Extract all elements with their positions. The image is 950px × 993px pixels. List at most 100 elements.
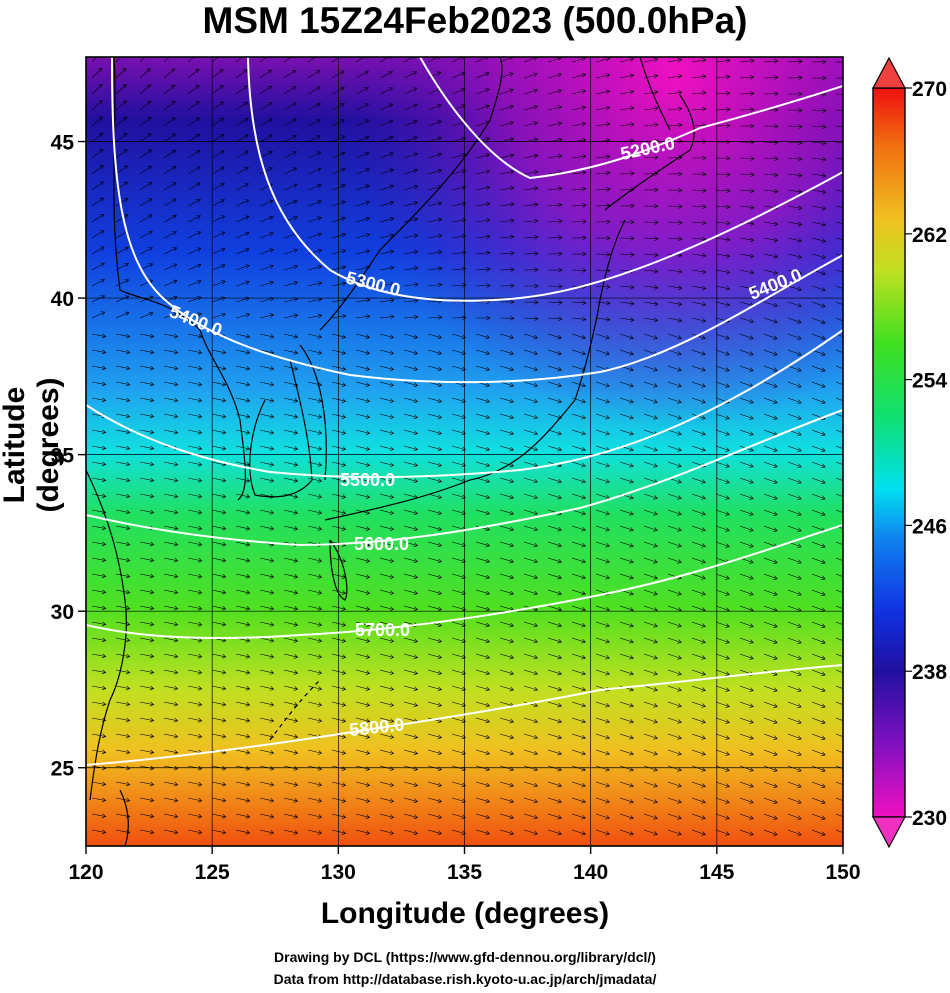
wind-arrow-head xyxy=(149,413,155,419)
wind-arrow-head xyxy=(749,399,754,404)
wind-arrow xyxy=(643,429,658,435)
wind-arrow-head xyxy=(533,622,538,628)
wind-arrow-head xyxy=(293,622,299,627)
wind-arrow xyxy=(739,429,754,435)
wind-arrow xyxy=(355,669,370,674)
wind-arrow-head xyxy=(364,103,370,108)
wind-arrow xyxy=(403,234,418,239)
contour-label-5600: 5600.0 xyxy=(354,534,409,554)
wind-arrow xyxy=(163,312,178,319)
wind-arrow xyxy=(619,701,634,707)
wind-arrow-head xyxy=(749,415,754,420)
wind-arrow-head xyxy=(170,84,176,89)
wind-arrow xyxy=(211,621,226,626)
wind-arrow xyxy=(307,349,322,354)
wind-arrow-head xyxy=(101,669,107,675)
wind-arrow-head xyxy=(581,590,586,596)
wind-arrow-head xyxy=(821,543,826,548)
wind-arrow-head xyxy=(821,189,827,195)
wind-arrow xyxy=(259,797,274,802)
wind-arrow xyxy=(547,397,562,403)
wind-arrow-head xyxy=(196,198,201,203)
wind-arrow-head xyxy=(678,122,683,128)
wind-arrow-head xyxy=(437,366,443,372)
y-tick-label: 25 xyxy=(51,758,75,781)
wind-arrow xyxy=(91,669,106,673)
wind-arrow xyxy=(523,171,538,175)
wind-arrow-head xyxy=(677,495,682,500)
wind-arrow xyxy=(571,397,586,403)
wind-arrow-head xyxy=(822,75,827,81)
wind-arrow xyxy=(115,733,130,737)
wind-arrow xyxy=(307,493,322,498)
wind-arrow xyxy=(259,281,274,287)
wind-arrow xyxy=(331,381,346,386)
wind-arrow xyxy=(715,653,730,659)
wind-arrow-head xyxy=(606,317,611,322)
wind-arrow-head xyxy=(605,527,610,532)
wind-arrow xyxy=(115,797,130,801)
wind-arrow-head xyxy=(389,782,395,787)
wind-arrow xyxy=(91,84,103,95)
wind-arrow-head xyxy=(389,718,395,723)
wind-arrow-head xyxy=(123,181,129,186)
height-contours xyxy=(86,57,843,766)
wind-arrow-head xyxy=(437,798,443,804)
wind-arrow-head xyxy=(196,231,202,236)
wind-arrow-head xyxy=(123,198,129,203)
wind-arrow-head xyxy=(653,783,658,788)
wind-arrow xyxy=(91,181,104,191)
wind-arrow-head xyxy=(146,100,152,105)
wind-arrow xyxy=(331,493,346,498)
wind-arrow xyxy=(379,152,394,159)
wind-arrow-head xyxy=(149,813,155,819)
wind-arrow xyxy=(619,621,634,627)
wind-arrow xyxy=(715,92,730,95)
wind-arrow xyxy=(451,333,466,339)
wind-arrow xyxy=(547,237,562,239)
wind-arrow-head xyxy=(678,106,683,112)
wind-arrow xyxy=(187,461,202,466)
wind-arrow xyxy=(643,765,658,771)
wind-arrow-head xyxy=(461,606,467,612)
wind-arrow-head xyxy=(629,335,634,340)
wind-arrow xyxy=(427,104,442,111)
wind-arrow-head xyxy=(677,655,682,660)
wind-arrow xyxy=(379,525,394,530)
wind-arrow-head xyxy=(293,638,299,643)
wind-arrow xyxy=(595,701,610,707)
wind-arrow-head xyxy=(701,559,706,564)
wind-arrow-head xyxy=(173,381,179,387)
wind-arrow xyxy=(643,365,658,371)
wind-arrow-head xyxy=(533,398,538,404)
wind-arrow-head xyxy=(797,767,802,772)
wind-arrow-head xyxy=(172,279,178,284)
wind-arrow xyxy=(379,429,394,434)
wind-arrow-head xyxy=(293,430,299,435)
wind-arrow-head xyxy=(437,718,443,724)
wind-arrow xyxy=(571,621,586,627)
wind-arrow xyxy=(499,813,514,819)
wind-arrow-head xyxy=(123,165,128,170)
wind-arrow xyxy=(451,605,466,611)
wind-arrow xyxy=(763,749,778,756)
y-tick-label: 35 xyxy=(51,445,75,468)
wind-arrow xyxy=(187,525,202,530)
wind-arrow xyxy=(715,573,730,579)
wind-arrow xyxy=(259,781,274,786)
wind-arrow-head xyxy=(172,231,177,236)
wind-arrow-head xyxy=(389,334,395,339)
wind-arrow-head xyxy=(797,431,802,436)
wind-arrow-head xyxy=(606,268,611,273)
wind-arrow-head xyxy=(173,573,179,579)
wind-arrow-head xyxy=(701,447,706,452)
wind-arrow-head xyxy=(146,116,152,122)
wind-arrow xyxy=(259,509,274,514)
wind-arrow-head xyxy=(389,702,395,707)
wind-arrow-head xyxy=(461,87,466,93)
wind-arrow-head xyxy=(629,57,635,62)
wind-arrow-head xyxy=(341,830,347,835)
wind-arrow xyxy=(427,637,442,642)
wind-arrow-head xyxy=(173,349,179,355)
wind-arrow-head xyxy=(437,217,443,223)
